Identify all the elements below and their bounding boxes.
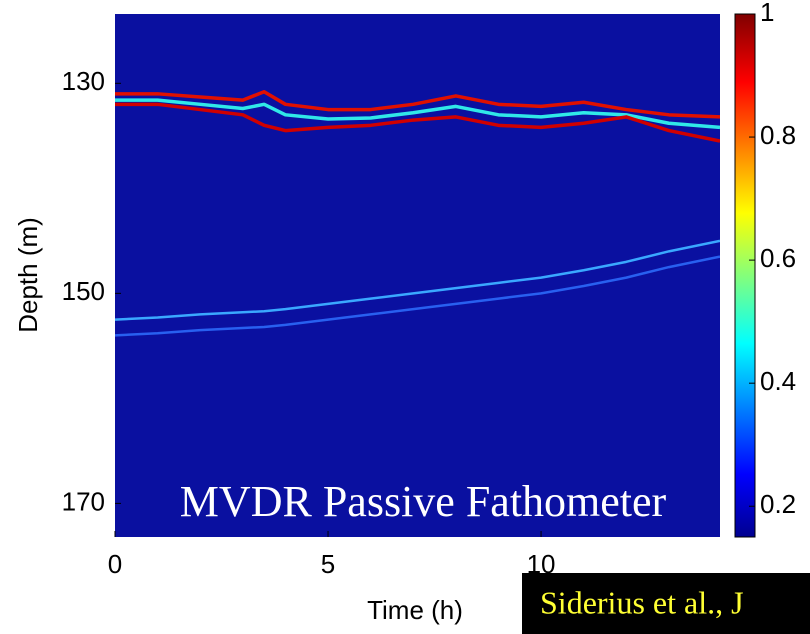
citation-box [522, 573, 810, 634]
colorbar-tick-label: 0.8 [760, 120, 796, 150]
layer-line [115, 239, 720, 321]
y-tick-label: 170 [62, 486, 105, 516]
y-tick-label: 130 [62, 66, 105, 96]
colorbar-tick-label: 0.6 [760, 243, 796, 273]
annotation: MVDR Passive Fathometer [180, 477, 667, 526]
layer-line [115, 102, 720, 143]
colorbar-tick-label: 0.2 [760, 489, 796, 519]
y-axis-label: Depth (m) [13, 217, 43, 333]
layer-line [115, 255, 720, 337]
x-tick-label: 10 [527, 549, 556, 579]
colorbar [734, 13, 756, 538]
plot-area [115, 14, 720, 537]
layer-line [115, 98, 720, 130]
plot-layers [115, 89, 720, 337]
layer-line [115, 89, 720, 119]
colorbar-tick-label: 1 [760, 0, 774, 27]
x-tick-label: 0 [108, 549, 122, 579]
annotation-box [127, 478, 717, 534]
x-axis-label: Time (h) [367, 595, 463, 625]
citation: Siderius et al., J [540, 584, 744, 620]
colorbar-tick-label: 0.4 [760, 366, 796, 396]
x-tick-label: 5 [321, 549, 335, 579]
y-tick-label: 150 [62, 276, 105, 306]
